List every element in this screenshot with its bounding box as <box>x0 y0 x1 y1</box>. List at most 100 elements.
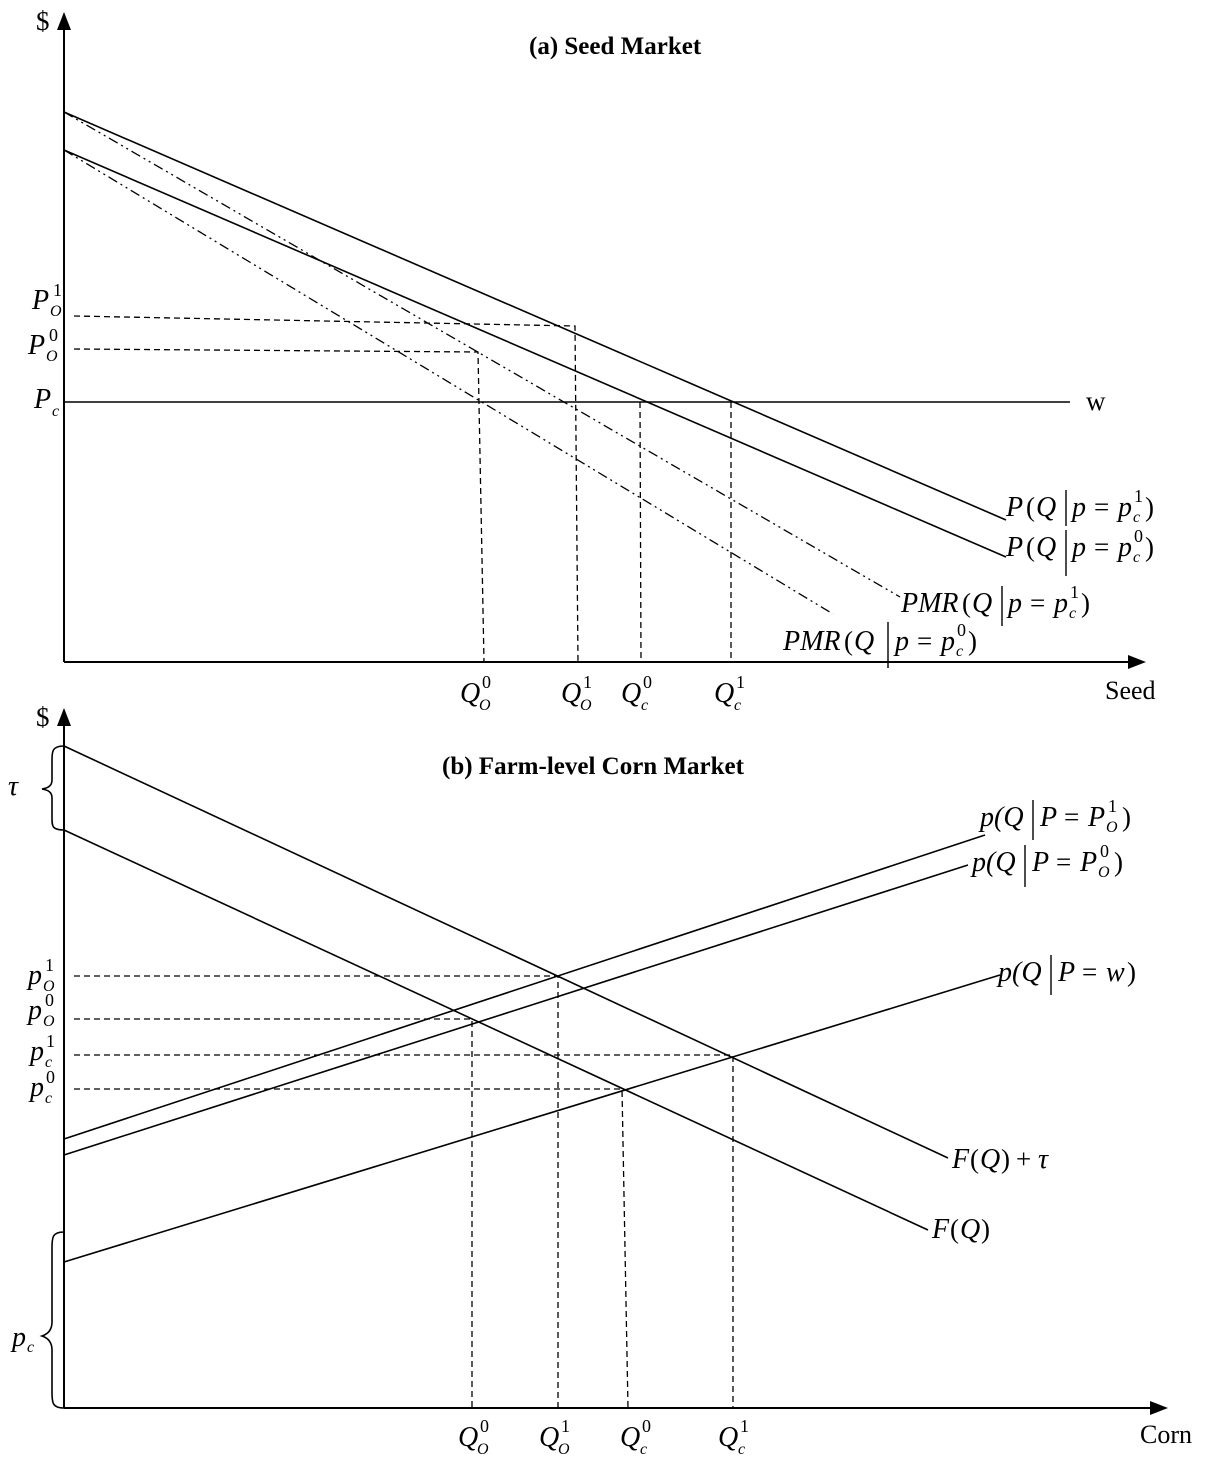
panel-b-curve-s1 <box>63 834 986 1140</box>
panel-a-guide-PO1 <box>73 315 579 663</box>
svg-text:c: c <box>640 1441 647 1458</box>
panel-b-curve-s0 <box>63 864 969 1156</box>
panel-b-tick-Qc0: Q c 0 <box>620 1416 651 1458</box>
panel-a-tick-Pc: P c <box>33 384 59 420</box>
svg-text:c: c <box>734 697 741 714</box>
svg-text:O: O <box>46 348 58 365</box>
svg-text:p: p <box>26 960 42 991</box>
svg-text:1: 1 <box>583 672 592 692</box>
svg-text:P: P <box>1079 847 1097 878</box>
svg-text:1: 1 <box>46 1031 55 1051</box>
panel-a-curve-P0 <box>63 149 1007 558</box>
svg-text:O: O <box>580 697 592 714</box>
svg-text:O: O <box>43 1013 55 1030</box>
panel-a-tick-QO1: Q O 1 <box>561 672 592 714</box>
svg-text:0: 0 <box>45 990 54 1010</box>
svg-text:p: p <box>1052 588 1068 619</box>
svg-text:P: P <box>31 285 49 316</box>
panel-b-label-Ftau: F ( Q ) + τ <box>951 1144 1049 1175</box>
svg-text:=: = <box>1094 492 1109 522</box>
panel-b-pc-brace <box>39 1231 65 1409</box>
svg-text:=: = <box>1030 588 1045 618</box>
svg-text:p: p <box>939 626 955 657</box>
svg-text:O: O <box>43 978 55 995</box>
panel-b-label-s0: p(Q P = P O 0 ) <box>970 841 1123 887</box>
svg-text:Q: Q <box>714 678 734 709</box>
svg-text:c: c <box>1133 549 1140 566</box>
svg-text:Q: Q <box>621 678 641 709</box>
panel-a-curve-PMR1 <box>63 111 901 598</box>
panel-a-seed-market: $ Seed (a) Seed Market w P O 1 P O 0 P c <box>27 6 1156 714</box>
svg-text:Q: Q <box>960 1214 980 1245</box>
panel-a-tick-PO0: P O 0 <box>27 325 58 365</box>
panel-b-tick-pc0: p c 0 <box>28 1067 55 1107</box>
panel-b-title: (b) Farm-level Corn Market <box>442 753 745 780</box>
panel-a-y-axis-label: $ <box>36 6 50 36</box>
svg-text:p: p <box>10 1322 26 1353</box>
svg-text:P: P <box>33 384 51 415</box>
svg-text:P: P <box>1087 802 1105 833</box>
svg-text:PMR: PMR <box>782 626 841 657</box>
svg-text:1: 1 <box>1108 796 1117 816</box>
svg-text:): ) <box>1145 532 1154 562</box>
svg-text:c: c <box>52 403 59 420</box>
panel-b-tick-pO0: p O 0 <box>26 990 55 1030</box>
panel-b-y-arrow <box>57 708 71 726</box>
panel-a-x-arrow <box>1128 655 1146 669</box>
svg-text:Q: Q <box>980 1144 1000 1175</box>
panel-b-label-sw: p(Q P = w ) <box>996 955 1136 995</box>
svg-text:1: 1 <box>53 280 62 300</box>
svg-text:1: 1 <box>1070 582 1079 602</box>
svg-text:c: c <box>45 1054 52 1071</box>
panel-b-tick-Qc1: Q c 1 <box>718 1416 749 1458</box>
panel-b-tick-QO1: Q O 1 <box>539 1416 570 1458</box>
svg-text:1: 1 <box>561 1416 570 1436</box>
panel-a-tick-Qc0: Q c 0 <box>621 672 652 714</box>
svg-text:P: P <box>1057 957 1075 988</box>
panel-a-label-PMR0: PMR ( Q p = p c 0 ) <box>782 620 977 668</box>
svg-text:O: O <box>1098 864 1110 881</box>
panel-a-y-arrow <box>57 12 71 30</box>
svg-text:): ) <box>981 1214 990 1244</box>
svg-text:p: p <box>1070 532 1086 563</box>
svg-text:0: 0 <box>482 672 491 692</box>
panel-b-tick-QO0: Q O 0 <box>458 1416 489 1458</box>
svg-text:c: c <box>1069 605 1076 622</box>
svg-text:p: p <box>1116 532 1132 563</box>
svg-text:Q: Q <box>718 1422 738 1453</box>
svg-text:): ) <box>1122 802 1131 832</box>
svg-text:): ) <box>1127 957 1136 987</box>
svg-text:c: c <box>1133 509 1140 526</box>
panel-b-x-axis-label: Corn <box>1140 1420 1192 1449</box>
svg-text:Q: Q <box>561 678 581 709</box>
svg-text:P: P <box>1031 847 1049 878</box>
svg-text:Q: Q <box>539 1422 559 1453</box>
panel-b-guide-pO1 <box>74 975 559 1408</box>
panel-a-label-P0: P ( Q p = p c 0 ) <box>1005 526 1154 576</box>
panel-a-tick-PO1: P O 1 <box>31 280 62 320</box>
panel-b-tau-label: τ <box>8 771 19 802</box>
svg-text:Q: Q <box>1036 492 1056 523</box>
panel-b-label-F: F ( Q ) <box>931 1214 990 1245</box>
panel-b-curve-Ftau <box>63 745 949 1159</box>
svg-text:c: c <box>27 1339 34 1356</box>
svg-text:0: 0 <box>642 1416 651 1436</box>
svg-text:O: O <box>50 303 62 320</box>
panel-a-curve-PMR0 <box>63 149 834 615</box>
svg-text:O: O <box>477 1441 489 1458</box>
svg-text:p: p <box>1006 588 1022 619</box>
svg-text:0: 0 <box>1134 526 1143 546</box>
svg-text:p(Q: p(Q <box>996 957 1042 988</box>
panel-b-corn-market: $ Corn (b) Farm-level Corn Market τ p c … <box>8 702 1192 1458</box>
svg-text:Q: Q <box>460 678 480 709</box>
svg-text:p(Q: p(Q <box>970 847 1016 878</box>
svg-text:=: = <box>1056 847 1071 877</box>
svg-text:1: 1 <box>736 672 745 692</box>
svg-text:p: p <box>28 1072 44 1103</box>
panel-a-guide-Qc0 <box>639 401 642 663</box>
svg-text:0: 0 <box>643 672 652 692</box>
panel-b-tau-brace <box>41 745 65 831</box>
svg-text:p: p <box>1116 492 1132 523</box>
panel-b-x-arrow <box>1150 1401 1168 1415</box>
svg-text:(: ( <box>970 1144 979 1174</box>
